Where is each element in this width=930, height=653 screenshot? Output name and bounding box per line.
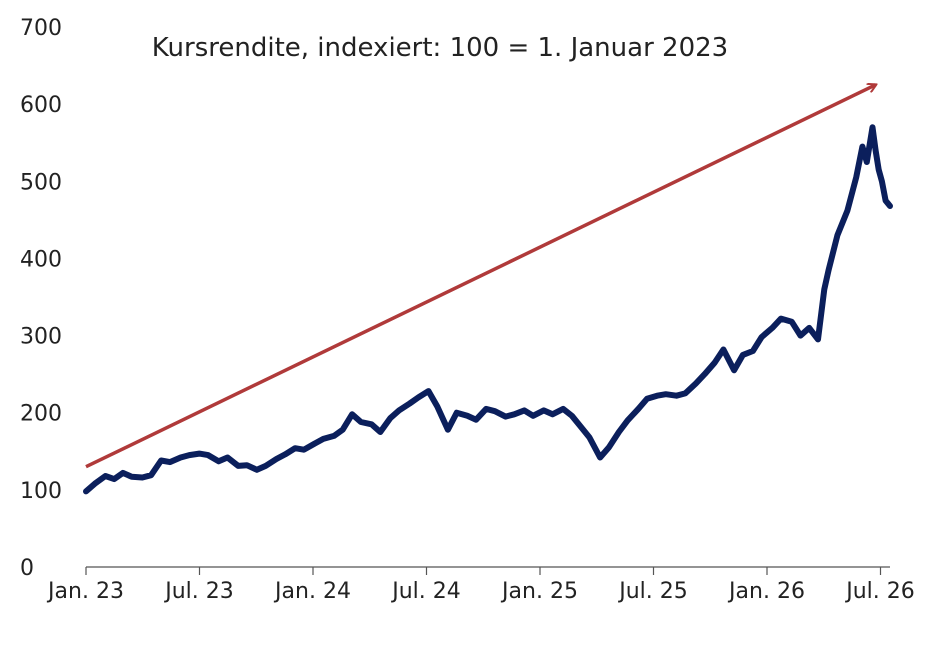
y-tick-label: 400 — [20, 247, 62, 272]
y-tick-label: 600 — [20, 93, 62, 118]
x-tick-label: Jan. 24 — [273, 579, 351, 604]
x-tick-label: Jul. 23 — [163, 579, 234, 604]
trend-arrow — [85, 85, 876, 469]
x-tick-label: Jan. 26 — [727, 579, 805, 604]
annotation-layer — [85, 85, 876, 469]
y-tick-label: 700 — [20, 16, 62, 41]
x-axis: Jan. 23 Jul. 23 Jan. 24 Jul. 24 Jan. 25 Jul. … — [46, 566, 915, 604]
y-tick-label: 0 — [20, 556, 34, 581]
x-tick-label: Jan. 23 — [46, 579, 124, 604]
series-layer — [83, 124, 893, 495]
x-tick-label: Jul. 26 — [844, 579, 915, 604]
y-tick-label: 300 — [20, 325, 62, 350]
y-tick-label: 100 — [20, 479, 62, 504]
x-tick-label: Jul. 24 — [390, 579, 461, 604]
series-line — [83, 124, 893, 495]
y-tick-label: 200 — [20, 402, 62, 427]
x-tick-label: Jan. 25 — [500, 579, 578, 604]
x-tick-label: Jul. 25 — [617, 579, 688, 604]
chart-title: Kursrendite, indexiert: 100 = 1. Januar … — [152, 33, 728, 63]
y-axis: 0 100 200 300 400 500 600 700 — [20, 16, 62, 581]
y-tick-label: 500 — [20, 170, 62, 195]
